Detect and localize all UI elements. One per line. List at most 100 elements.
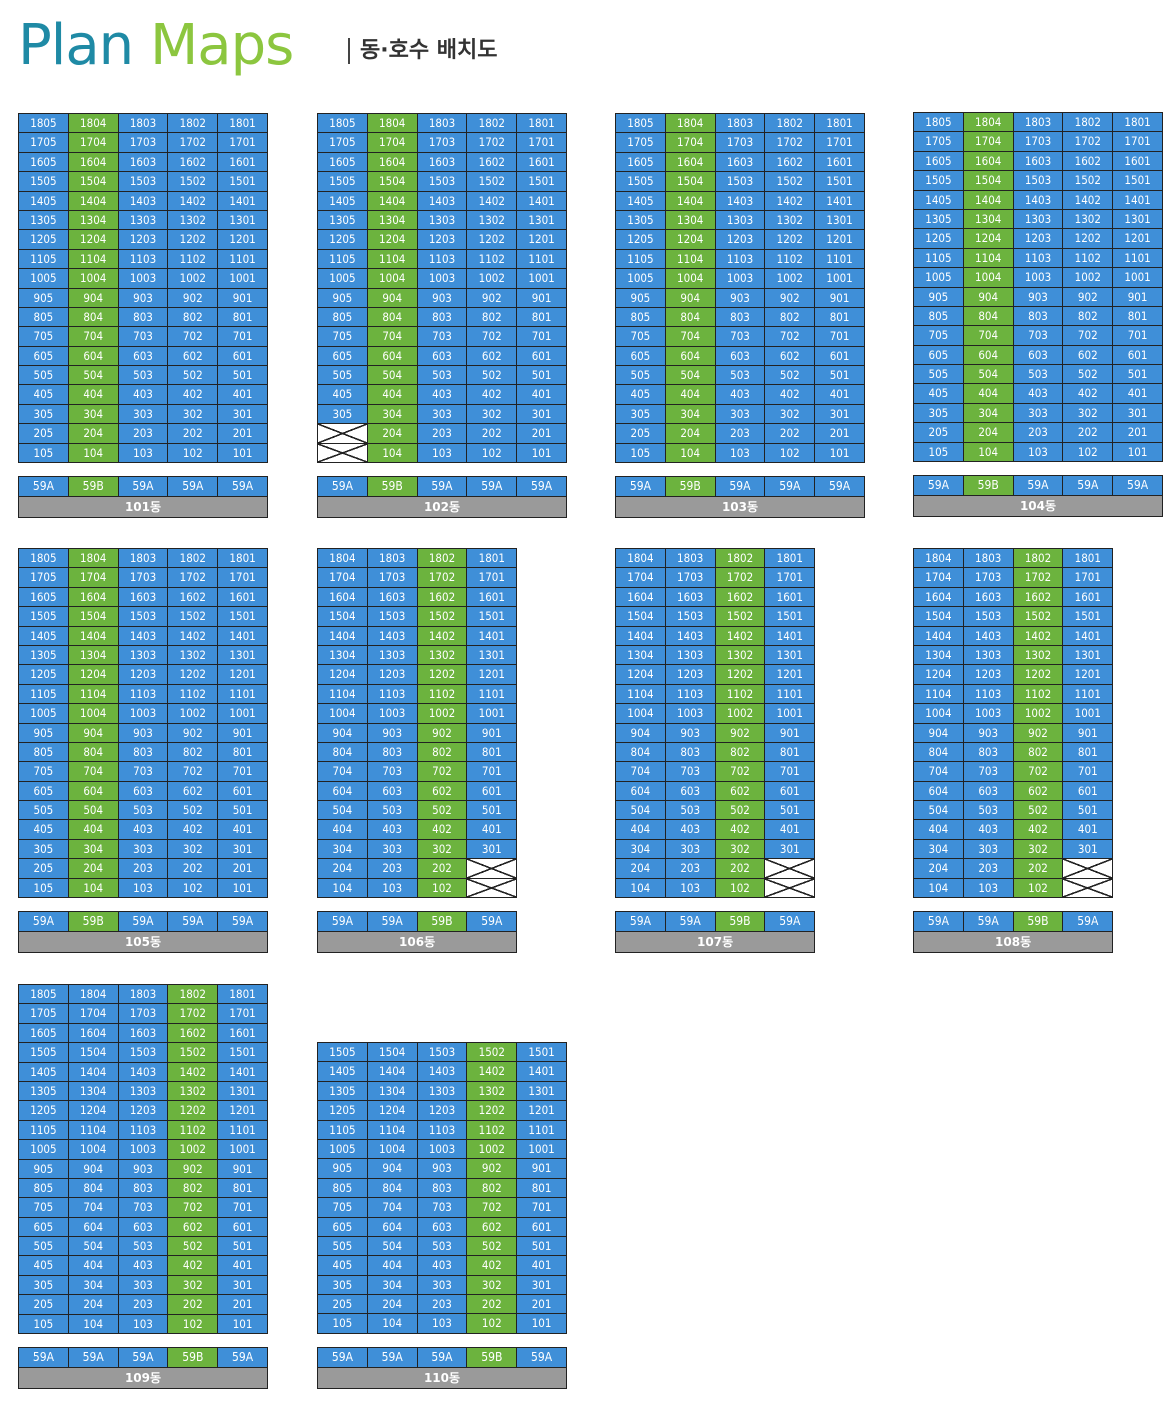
unit-704: 704 [665, 327, 716, 347]
unit-205: 205 [914, 423, 964, 443]
unit-1003: 1003 [963, 704, 1014, 724]
unit-405: 405 [318, 385, 368, 405]
unit-202: 202 [168, 1295, 219, 1315]
unit-1801: 1801 [765, 549, 816, 569]
unit-1201: 1201 [218, 230, 268, 250]
unit-901: 901 [218, 1159, 268, 1179]
unit-605: 605 [19, 781, 69, 802]
unit-1102: 1102 [467, 1120, 518, 1140]
unit-1601: 1601 [218, 587, 268, 608]
unit-204: 204 [367, 1295, 418, 1315]
unit-402: 402 [1013, 820, 1064, 840]
unit-204: 204 [963, 423, 1014, 443]
unit-603: 603 [417, 346, 468, 367]
unit-203: 203 [963, 859, 1014, 879]
page-title: Plan Maps [18, 10, 294, 82]
building-102동: 1805 1804 1803 1802 1801 1705 1704 1703 1702 1701… [317, 113, 567, 519]
unit-1102: 1102 [715, 684, 766, 705]
unit-604: 604 [616, 781, 666, 802]
unit-1302: 1302 [467, 1081, 518, 1102]
unit-1602: 1602 [715, 587, 766, 608]
unit-604: 604 [318, 781, 368, 802]
unit-602: 602 [168, 1217, 219, 1238]
unit-804: 804 [367, 307, 418, 328]
unit-1302: 1302 [1063, 209, 1114, 230]
unit-1303: 1303 [417, 210, 468, 231]
unit-1805: 1805 [19, 985, 69, 1005]
unit-1303: 1303 [367, 645, 418, 666]
unit-type-59A: 59A [467, 912, 518, 933]
unit-605: 605 [19, 1217, 69, 1238]
unit-704: 704 [68, 762, 119, 782]
unit-802: 802 [168, 307, 219, 328]
unit-type-row: 59A 59B 59A 59A 59A [317, 476, 567, 498]
unit-1701: 1701 [218, 133, 268, 153]
unit-1203: 1203 [715, 230, 766, 250]
unit-101: 101 [815, 443, 865, 464]
unit-type-59A: 59A [19, 1348, 69, 1369]
unit-1502: 1502 [168, 607, 219, 627]
building-104동: 1805 1804 1803 1802 1801 1705 1704 1703 1702 1701… [913, 112, 1163, 518]
unit-301: 301 [218, 839, 268, 860]
unit-1805: 1805 [19, 114, 69, 134]
unit-1405: 1405 [914, 190, 964, 210]
unit-1401: 1401 [517, 191, 567, 211]
unit-102: 102 [1063, 442, 1114, 463]
unit-1002: 1002 [1063, 268, 1114, 288]
unit-1004: 1004 [318, 704, 368, 724]
unit-1001: 1001 [218, 704, 268, 724]
unit-202: 202 [168, 859, 219, 879]
unit-505: 505 [19, 366, 69, 386]
unit-1604: 1604 [914, 587, 964, 608]
unit-105: 105 [318, 1314, 368, 1334]
unit-1103: 1103 [665, 684, 716, 705]
unit-1601: 1601 [517, 152, 567, 173]
unit-1604: 1604 [963, 151, 1014, 172]
unit-203: 203 [665, 859, 716, 879]
unit-1502: 1502 [467, 172, 518, 192]
unit-type-59B: 59B [68, 912, 119, 933]
unit-705: 705 [19, 327, 69, 347]
unit-grid: 1804 1803 1802 1801 1704 1703 1702 1701 1604 1603… [615, 548, 816, 899]
unit-1704: 1704 [68, 1004, 119, 1024]
unit-1503: 1503 [715, 172, 766, 192]
unit-905: 905 [318, 1159, 368, 1179]
unit-703: 703 [118, 327, 169, 347]
unit-405: 405 [318, 1256, 368, 1276]
unit-1702: 1702 [168, 1004, 219, 1024]
unit-105: 105 [914, 442, 964, 463]
unit-1704: 1704 [68, 133, 119, 153]
unit-401: 401 [218, 385, 268, 405]
unit-304: 304 [914, 839, 964, 860]
unit-204: 204 [68, 859, 119, 879]
unit-1503: 1503 [118, 1043, 169, 1063]
unit-304: 304 [367, 404, 418, 425]
unit-1003: 1003 [665, 704, 716, 724]
unit-803: 803 [367, 742, 418, 763]
unit-1702: 1702 [168, 133, 219, 153]
unit-501: 501 [517, 366, 567, 386]
unit-type-59A: 59A [914, 912, 964, 933]
unit-1804: 1804 [318, 549, 368, 569]
unit-102: 102 [168, 443, 219, 464]
unit-type-59A: 59A [118, 912, 169, 933]
unit-1803: 1803 [665, 549, 716, 569]
unit-701: 701 [517, 1198, 567, 1218]
unit-1203: 1203 [367, 665, 418, 685]
unit-1304: 1304 [68, 645, 119, 666]
unit-1201: 1201 [765, 665, 816, 685]
unit-1402: 1402 [1063, 190, 1114, 210]
unit-802: 802 [1063, 306, 1114, 327]
unit-1204: 1204 [68, 665, 119, 685]
unit-1505: 1505 [19, 172, 69, 192]
unit-604: 604 [914, 781, 964, 802]
unit-401: 401 [765, 820, 816, 840]
unit-1405: 1405 [19, 626, 69, 646]
unit-type-row: 59A 59B 59A 59A 59A [18, 911, 268, 933]
unit-804: 804 [665, 307, 716, 328]
unit-1003: 1003 [118, 704, 169, 724]
unit-204: 204 [318, 859, 368, 879]
unit-1605: 1605 [914, 151, 964, 172]
unit-404: 404 [68, 1256, 119, 1276]
unit-1104: 1104 [616, 684, 666, 705]
